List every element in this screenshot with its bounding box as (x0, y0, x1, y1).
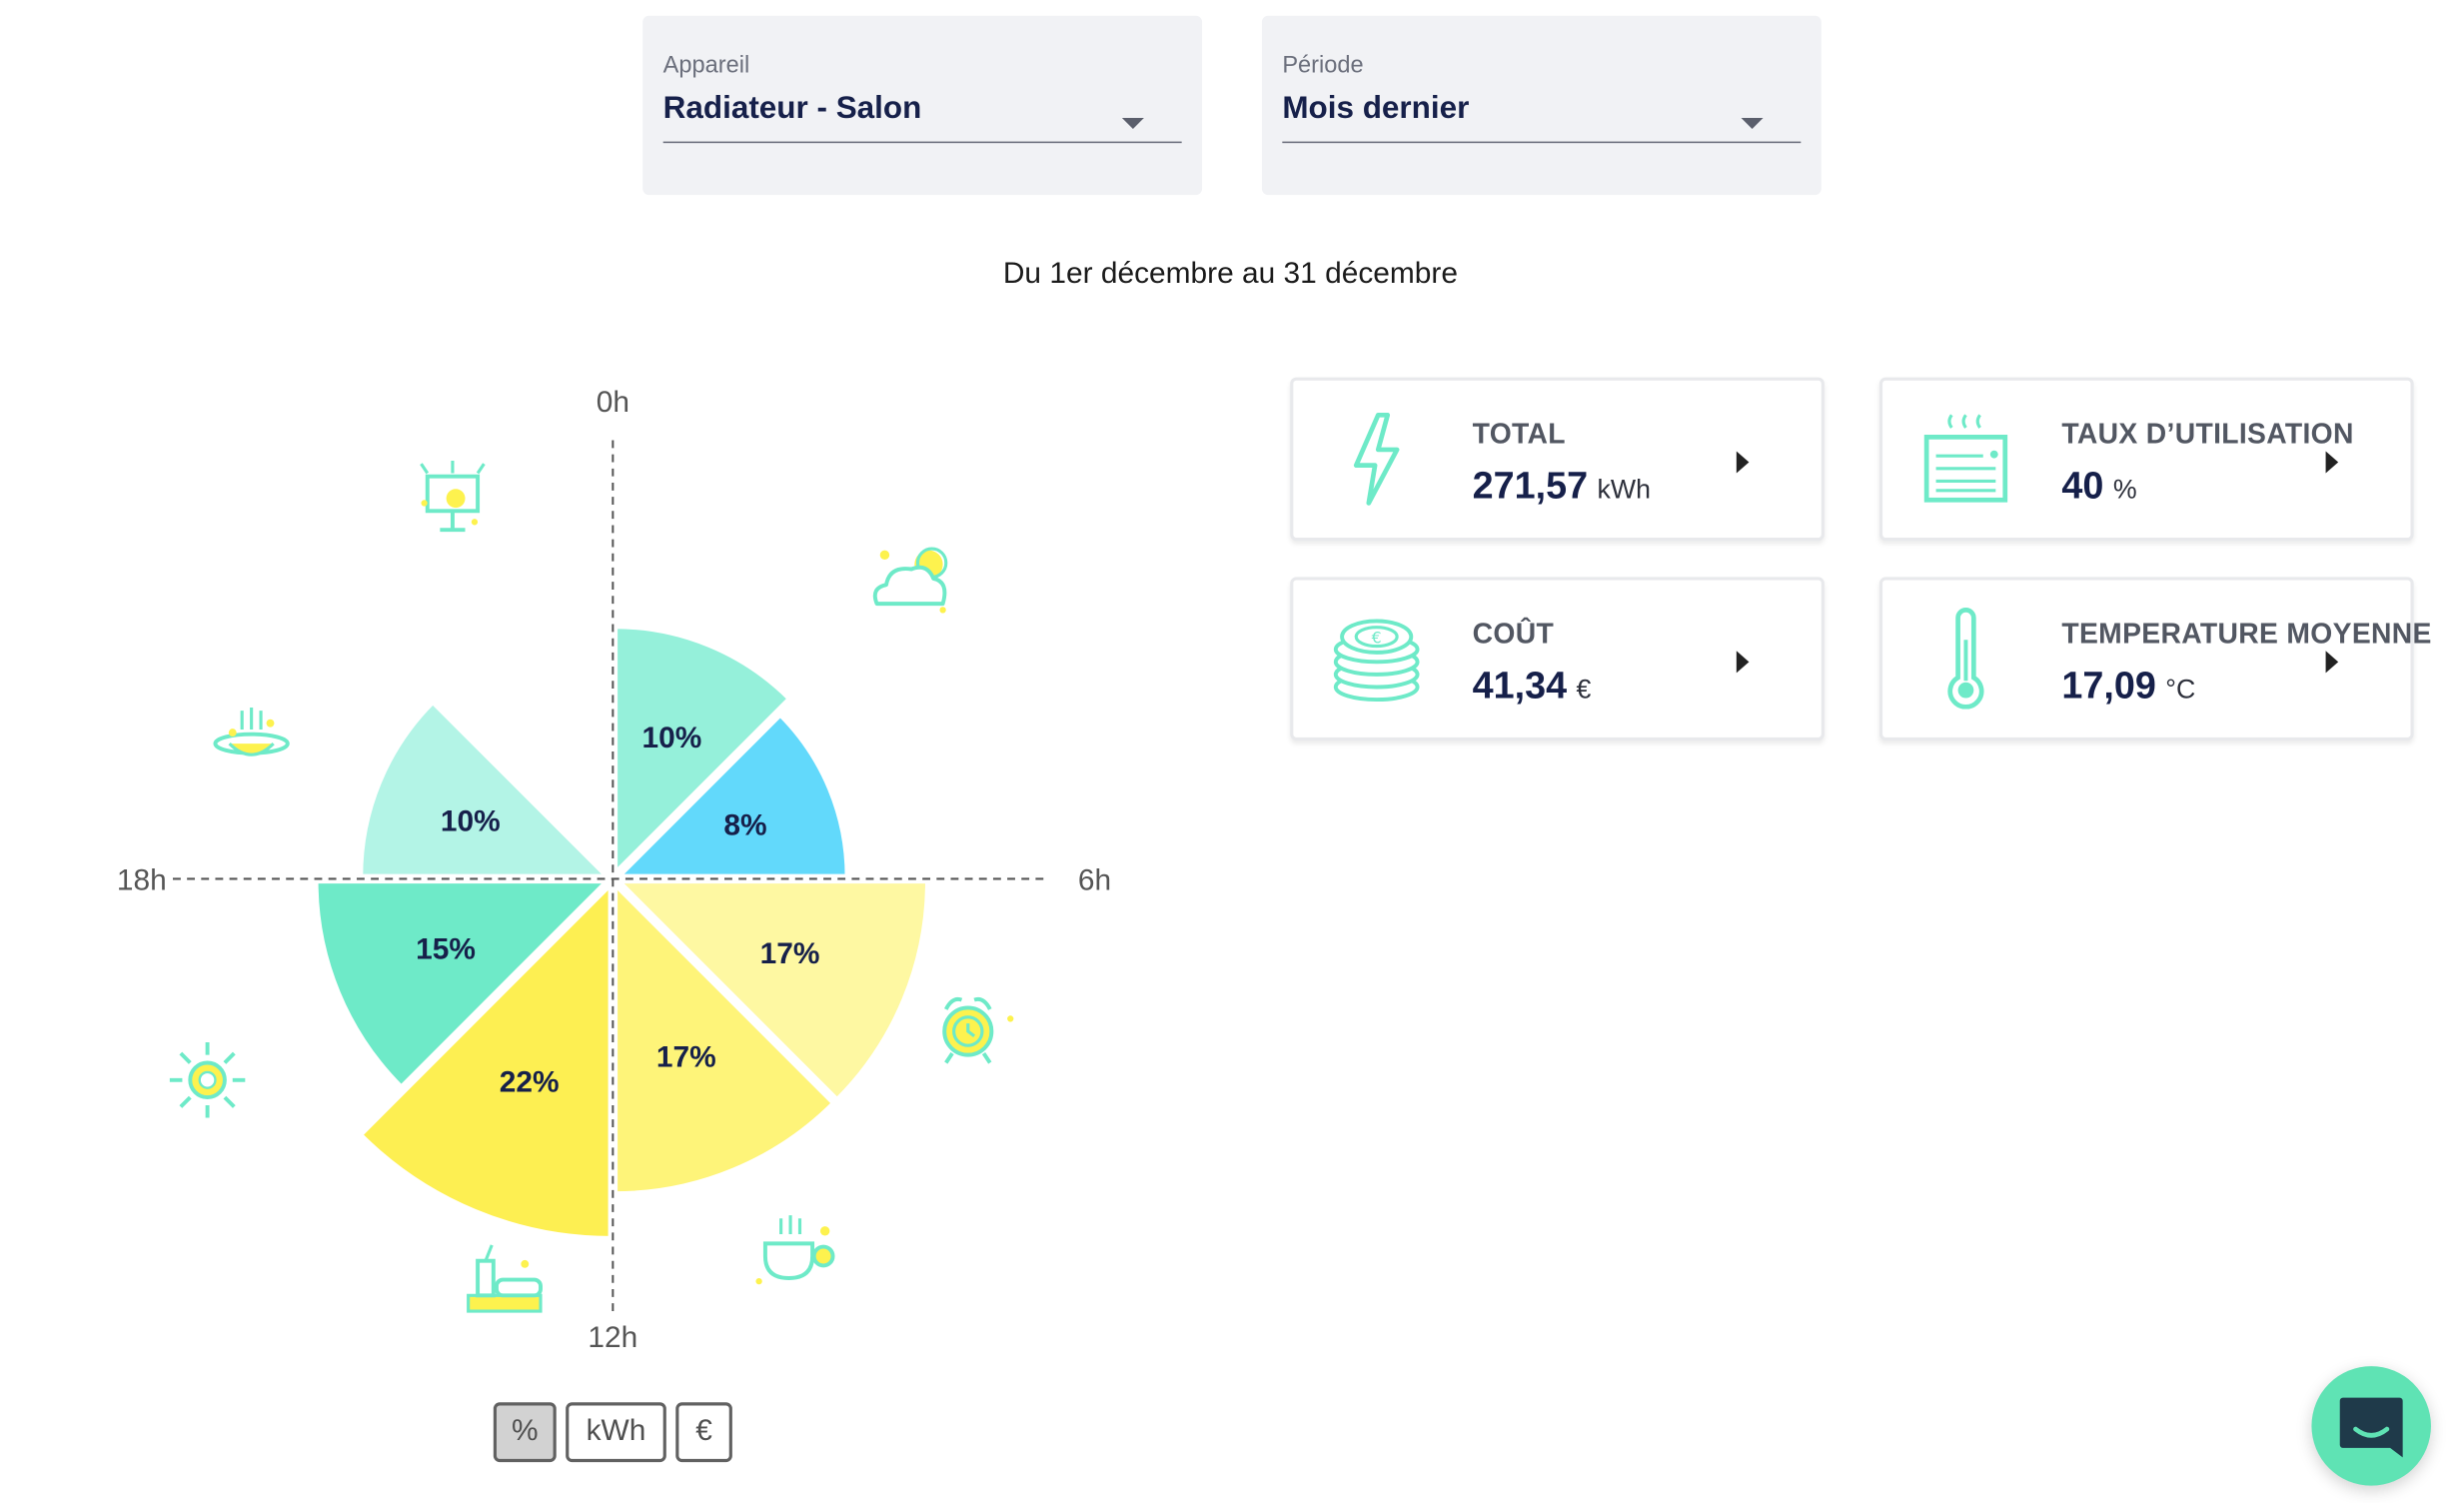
slice-label-0h-3h: 10% (641, 722, 701, 754)
total-unit: kWh (1597, 475, 1651, 505)
total-card[interactable]: TOTAL 271,57 kWh (1290, 377, 1825, 542)
slice-label-6h-9h: 17% (760, 937, 820, 970)
total-value: 271,57 (1472, 465, 1589, 509)
chevron-down-icon (1741, 117, 1764, 130)
unit-toggle-euro[interactable]: € (675, 1402, 732, 1463)
slice-label-9h-12h: 17% (656, 1041, 716, 1074)
axis-label-12h: 12h (588, 1321, 637, 1354)
cost-card[interactable]: € COÛT 41,34 € (1290, 577, 1825, 741)
device-select-underline (662, 141, 1182, 144)
device-select[interactable]: Appareil Radiateur - Salon (642, 15, 1203, 196)
tv-icon (420, 460, 486, 533)
caret-right-icon (1736, 451, 1750, 474)
average-temperature-value: 17,09 (2061, 665, 2156, 708)
caret-right-icon (2325, 451, 2339, 474)
cloud-moon-icon (872, 547, 948, 614)
usage-rate-title: TAUX D’UTILISATION (2061, 418, 2354, 450)
slice-12h-15h[interactable] (358, 881, 614, 1241)
period-select-underline (1282, 141, 1802, 144)
slice-label-18h-21h: 10% (441, 804, 501, 837)
usage-rate-card[interactable]: TAUX D’UTILISATION 40% (1878, 377, 2414, 542)
axis-label-0h: 0h (597, 386, 629, 419)
coffee-cup-icon (755, 1215, 835, 1285)
slice-9h-12h[interactable] (613, 881, 836, 1196)
caret-right-icon (2325, 651, 2339, 674)
slice-0h-3h[interactable] (613, 624, 792, 875)
slice-3h-6h[interactable] (616, 712, 850, 879)
average-temperature-value-line: 17,09 °C (2061, 665, 2195, 709)
average-temperature-title: TEMPERATURE MOYENNE (2061, 618, 2432, 650)
lunch-tray-icon (467, 1244, 543, 1313)
cost-value-line: 41,34 € (1473, 665, 1592, 709)
usage-rate-unit: % (2112, 475, 2137, 505)
usage-rate-value: 40 (2061, 465, 2104, 509)
chevron-down-icon (1121, 117, 1144, 130)
cost-title: COÛT (1472, 618, 1555, 650)
period-select[interactable]: Période Mois dernier (1261, 15, 1822, 196)
svg-text:€: € (1372, 628, 1382, 647)
slice-label-15h-18h: 15% (416, 933, 476, 966)
coins-icon: € (1333, 619, 1420, 703)
thermometer-icon (1947, 608, 1984, 710)
caret-right-icon (1736, 651, 1750, 674)
slice-18h-21h[interactable] (358, 700, 610, 879)
radiator-icon (1923, 414, 2008, 503)
hourly-consumption-chart: 0h 6h 12h 18h 10% 8% 17% 17% 22% 15% 10% (117, 386, 1111, 1354)
slice-label-3h-6h: 8% (723, 808, 766, 841)
average-temperature-unit: °C (2165, 674, 2196, 705)
slice-6h-9h[interactable] (616, 878, 930, 1102)
period-select-label: Période (1282, 51, 1364, 79)
unit-toggle-kwh[interactable]: kWh (566, 1402, 666, 1463)
total-title: TOTAL (1472, 418, 1566, 450)
alarm-clock-icon (942, 996, 1014, 1064)
lightning-icon (1353, 412, 1400, 506)
chat-icon (2339, 1397, 2403, 1458)
axis-label-18h: 18h (117, 863, 167, 896)
device-select-label: Appareil (662, 51, 750, 79)
sun-icon (169, 1042, 246, 1118)
cost-unit: € (1576, 674, 1592, 705)
average-temperature-card[interactable]: TEMPERATURE MOYENNE 17,09 °C (1878, 577, 2431, 741)
dinner-plate-icon (213, 707, 290, 756)
total-value-line: 271,57 kWh (1473, 466, 1651, 510)
chat-button[interactable] (2311, 1366, 2431, 1486)
slice-15h-18h[interactable] (313, 878, 610, 1090)
device-select-value: Radiateur - Salon (662, 91, 922, 126)
cost-value: 41,34 (1472, 665, 1568, 708)
slice-label-12h-15h: 22% (500, 1065, 560, 1098)
unit-toggle-percent[interactable]: % (493, 1402, 557, 1463)
axis-label-6h: 6h (1078, 863, 1111, 896)
date-range-text: Du 1er décembre au 31 décembre (1002, 258, 1458, 292)
period-select-value: Mois dernier (1282, 91, 1470, 126)
usage-rate-value-line: 40% (2061, 466, 2136, 510)
